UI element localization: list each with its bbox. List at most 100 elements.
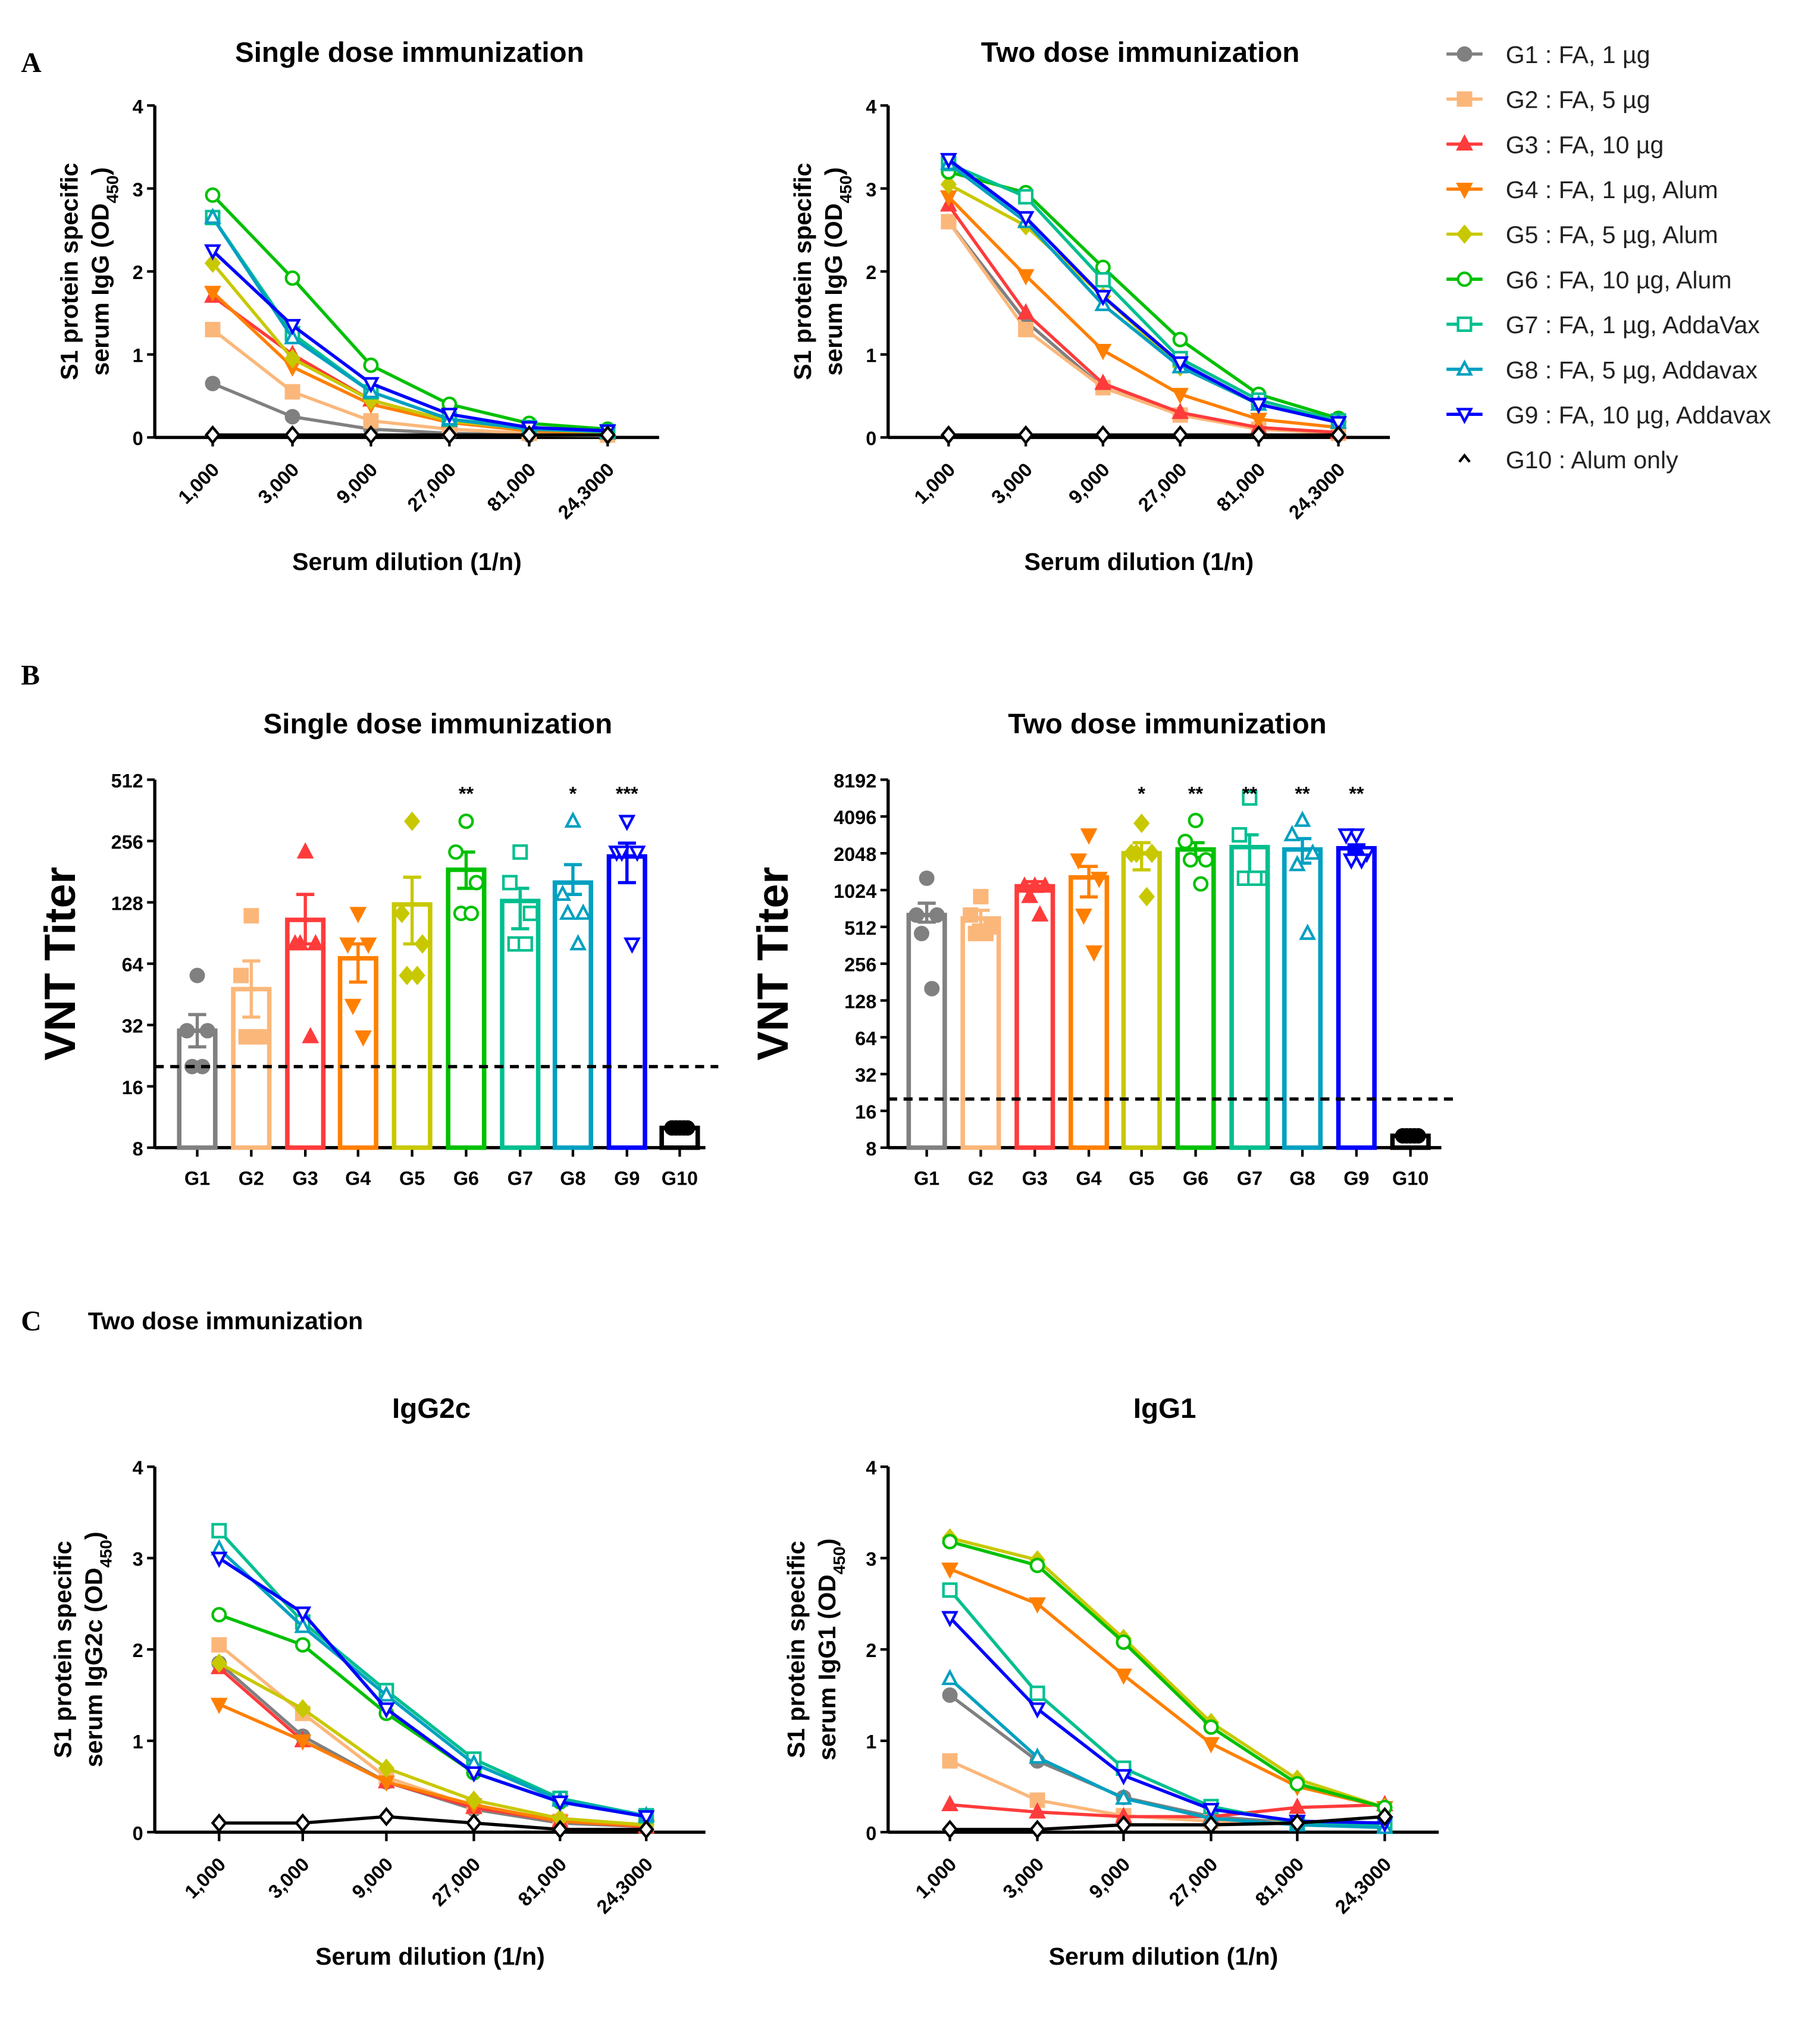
bar [1282,847,1323,1150]
y-axis-label-subscript: 450 [103,176,121,203]
x-tick-label: G6 [1183,1168,1208,1189]
series-g6 [942,1534,1393,1815]
bar-group-g1: G1 [177,967,218,1189]
data-point [940,174,957,195]
series-g10 [941,1806,1393,1840]
individual-point [463,906,480,922]
series-g5 [941,1528,1393,1818]
data-point [284,328,301,345]
data-point [1116,1634,1132,1650]
data-point [465,1813,483,1833]
data-point [1202,1737,1220,1753]
legend-item-g5: G5 : FA, 5 µg, Alum [1446,221,1718,249]
caret-icon [1458,453,1471,463]
individual-point [404,811,421,831]
y-tick-label: 0 [866,428,876,449]
data-point [378,1758,395,1778]
legend-marker-icon [1456,134,1473,151]
data-point [204,244,221,261]
bar [177,1028,218,1150]
legend-label: G3 : FA, 10 µg [1506,131,1664,158]
data-point [362,377,380,394]
chart-b-2: Single dose immunization 8 16 32 64 128 256 512… [35,709,719,1189]
series-line [947,158,1339,424]
chart-a-1: Two dose immunization 0 1 2 3 4 1,000 3,000 9,00… [789,37,1390,575]
y-tick-label: 4 [866,1457,876,1479]
individual-point [618,815,636,831]
y-tick-label: 1 [133,1731,143,1753]
x-tick-label: G5 [399,1168,425,1189]
x-tick-label: G6 [453,1168,479,1189]
x-tick-label: G3 [1022,1168,1048,1189]
individual-point [349,907,367,923]
x-tick-label: 9,000 [347,1853,397,1903]
legend-item-g8: G8 : FA, 5 µg, Addavax [1446,356,1758,384]
series-g10 [204,425,616,445]
x-tick-label: 1,000 [911,1853,961,1903]
series-line [218,1702,647,1828]
individual-point [574,903,592,920]
individual-point [1293,810,1311,827]
data-point [1171,387,1189,405]
individual-point [233,967,249,984]
y-tick-label: 4096 [834,807,876,828]
individual-point [1232,827,1248,843]
individual-point [1080,828,1098,845]
y-tick-label: 0 [866,1822,876,1844]
bar-group-g5: G5 * [1121,783,1162,1189]
data-point [1029,1702,1046,1719]
x-tick-label: G8 [560,1168,585,1189]
series-line [948,170,1339,420]
data-point [465,1766,483,1783]
x-tick-label: G9 [614,1168,640,1189]
bar-group-g6: G6 ** [1175,783,1216,1189]
significance-marker: ** [1188,783,1204,804]
x-tick-label: 1,000 [910,459,959,508]
data-point [1094,343,1112,361]
y-tick-label: 32 [122,1016,143,1037]
data-point [295,1813,311,1833]
x-tick-label: 27,000 [1165,1853,1222,1911]
x-tick-label: G9 [1343,1168,1369,1189]
data-point [205,321,221,337]
individual-point [1299,923,1317,940]
series-line [950,1815,1385,1831]
y-tick-label: 4 [133,96,143,117]
individual-point [199,1023,215,1039]
data-point [1250,397,1267,414]
individual-point [344,998,362,1016]
individual-point [296,842,314,859]
bar-group-g1: G1 [906,870,947,1189]
individual-point [1337,828,1355,845]
data-point [1202,1803,1220,1819]
individual-point [1036,876,1054,893]
bar [285,917,326,1150]
y-tick-label: 128 [111,893,143,915]
significance-marker: ** [1349,783,1364,804]
data-point [1029,1597,1046,1614]
legend: G1 : FA, 1 µg G2 : FA, 5 µg G3 : FA, 10 µg… [1446,41,1771,474]
data-point [939,153,957,170]
series-g8 [204,208,616,439]
individual-point [502,875,518,891]
y-axis-label-subscript: 450 [96,1540,115,1568]
series-line [211,328,608,437]
series-line [218,1661,647,1827]
data-point [378,1685,395,1702]
individual-point [522,906,538,922]
individual-point [243,908,259,924]
x-tick-label: 9,000 [1064,459,1114,508]
series-line [218,1548,647,1818]
y-axis-label-text: serum IgG (OD [86,203,114,376]
series-line [218,1529,647,1818]
x-axis-label: Serum dilution (1/n) [315,1943,545,1970]
y-axis-label-end: ) [820,167,847,176]
data-point [210,1551,228,1568]
significance-marker: ** [459,783,474,804]
data-point [205,375,221,392]
series-line [949,1536,1386,1809]
legend-item-g10: G10 : Alum only [1458,446,1678,474]
y-tick-label: 2 [133,1640,143,1661]
y-tick-label: 0 [133,428,143,449]
y-axis-label-line1: S1 protein specific [49,1541,77,1758]
